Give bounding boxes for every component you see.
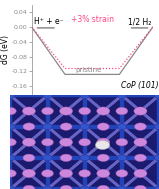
- Circle shape: [4, 139, 16, 146]
- Circle shape: [22, 169, 35, 177]
- Circle shape: [154, 124, 159, 130]
- Circle shape: [80, 155, 89, 161]
- Circle shape: [79, 139, 91, 146]
- Circle shape: [23, 170, 35, 177]
- Circle shape: [4, 170, 16, 177]
- Circle shape: [135, 139, 146, 146]
- Circle shape: [79, 170, 91, 177]
- Circle shape: [59, 138, 73, 146]
- Text: CoP (101): CoP (101): [121, 81, 159, 90]
- Circle shape: [60, 185, 72, 189]
- Circle shape: [135, 107, 146, 115]
- Circle shape: [43, 186, 52, 189]
- Circle shape: [117, 92, 127, 98]
- Circle shape: [6, 186, 15, 189]
- Circle shape: [135, 170, 146, 177]
- Circle shape: [23, 123, 35, 130]
- Circle shape: [23, 139, 35, 146]
- Circle shape: [135, 185, 146, 189]
- Circle shape: [97, 107, 109, 115]
- Y-axis label: dG (eV): dG (eV): [1, 35, 10, 64]
- Text: H⁺ + e⁻: H⁺ + e⁻: [34, 17, 64, 26]
- Circle shape: [134, 107, 147, 115]
- Circle shape: [6, 155, 15, 161]
- Circle shape: [22, 138, 35, 146]
- Circle shape: [154, 186, 159, 189]
- Circle shape: [43, 124, 52, 130]
- Circle shape: [154, 155, 159, 161]
- Circle shape: [43, 92, 52, 98]
- Circle shape: [23, 185, 35, 189]
- Circle shape: [6, 124, 15, 130]
- Circle shape: [59, 107, 73, 115]
- Circle shape: [154, 92, 159, 98]
- Circle shape: [80, 92, 89, 98]
- Circle shape: [116, 107, 128, 115]
- Circle shape: [95, 141, 110, 149]
- Circle shape: [41, 139, 53, 146]
- Circle shape: [41, 107, 53, 115]
- Circle shape: [6, 92, 15, 98]
- Circle shape: [117, 186, 127, 189]
- Circle shape: [134, 138, 147, 146]
- Text: +3% strain: +3% strain: [71, 15, 114, 23]
- Circle shape: [80, 186, 89, 189]
- Circle shape: [79, 107, 91, 115]
- Circle shape: [116, 170, 128, 177]
- Circle shape: [97, 123, 109, 130]
- Circle shape: [23, 154, 35, 162]
- Circle shape: [97, 169, 110, 177]
- Circle shape: [43, 155, 52, 161]
- Circle shape: [60, 107, 72, 115]
- Circle shape: [60, 139, 72, 146]
- Circle shape: [117, 124, 127, 130]
- Circle shape: [135, 123, 146, 130]
- Circle shape: [41, 170, 53, 177]
- Circle shape: [116, 139, 128, 146]
- Circle shape: [59, 169, 73, 177]
- Circle shape: [60, 170, 72, 177]
- Circle shape: [97, 107, 110, 115]
- Circle shape: [97, 154, 109, 162]
- Circle shape: [23, 107, 35, 115]
- Circle shape: [22, 107, 35, 115]
- Circle shape: [80, 124, 89, 130]
- Text: pristine: pristine: [75, 67, 102, 73]
- Circle shape: [97, 139, 109, 146]
- Circle shape: [135, 154, 146, 162]
- Circle shape: [117, 155, 127, 161]
- Circle shape: [97, 185, 109, 189]
- Circle shape: [97, 138, 110, 146]
- Text: 1/2 H₂: 1/2 H₂: [128, 17, 152, 26]
- Circle shape: [134, 169, 147, 177]
- Circle shape: [97, 170, 109, 177]
- Circle shape: [4, 107, 16, 115]
- Circle shape: [60, 154, 72, 162]
- Circle shape: [60, 123, 72, 130]
